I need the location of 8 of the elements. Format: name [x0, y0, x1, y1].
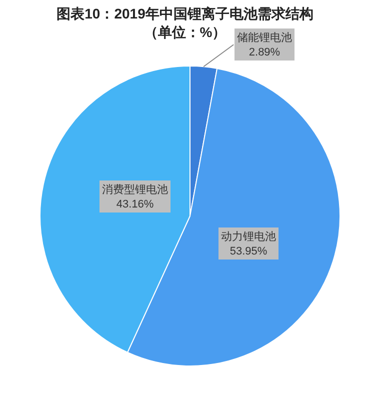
chart-title: 图表10：2019年中国锂离子电池需求结构	[56, 6, 314, 22]
data-label: 53.95%	[230, 245, 268, 258]
slice-label: 消费型锂电池	[102, 183, 168, 196]
data-label: 43.16%	[116, 198, 154, 210]
data-label: 2.89%	[248, 46, 280, 58]
slice-label: 储能锂电池	[237, 31, 292, 44]
slice-label: 动力锂电池	[221, 230, 276, 243]
chart-subtitle: （单位：%）	[144, 24, 226, 40]
